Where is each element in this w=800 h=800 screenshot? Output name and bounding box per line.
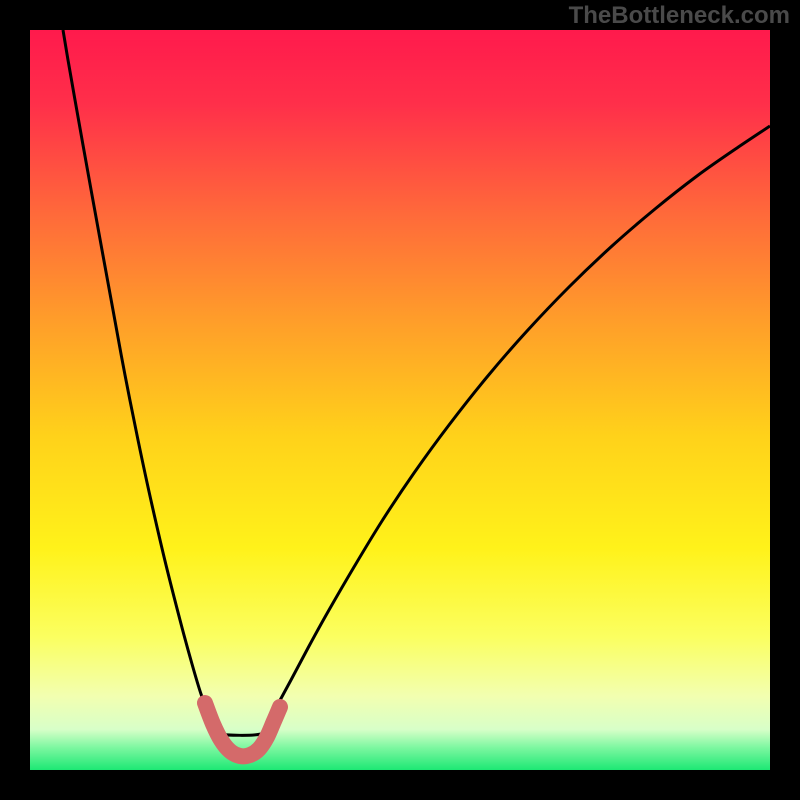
chart-canvas <box>0 0 800 800</box>
watermark-text: TheBottleneck.com <box>569 2 790 30</box>
gradient-plot-area <box>30 30 770 770</box>
